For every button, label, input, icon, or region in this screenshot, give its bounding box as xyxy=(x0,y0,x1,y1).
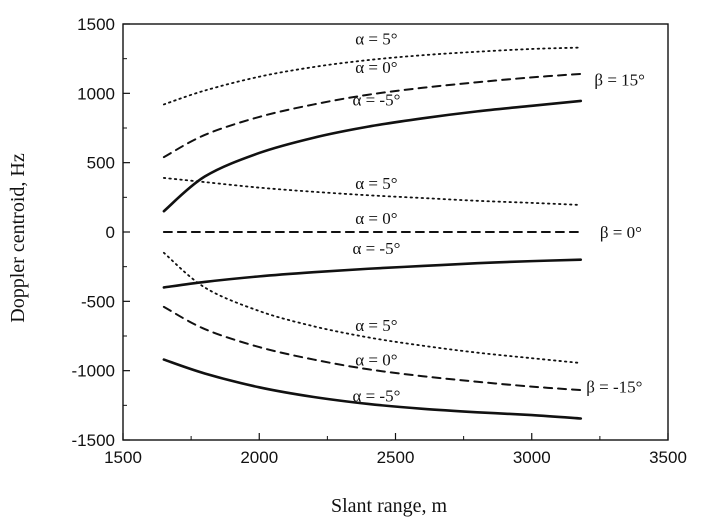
series-line-solid xyxy=(162,258,583,289)
curve-annotation: α = -5° xyxy=(352,387,400,406)
curve-annotation: α = 0° xyxy=(355,209,397,228)
curve-annotation: α = 0° xyxy=(355,351,397,370)
curve-annotation: β = -15° xyxy=(586,378,642,397)
x-tick-label: 1500 xyxy=(104,448,142,467)
x-tick-label: 3000 xyxy=(513,448,551,467)
y-tick-label: 1000 xyxy=(77,84,115,103)
x-tick-label: 2500 xyxy=(377,448,415,467)
curve-annotation: α = -5° xyxy=(352,91,400,110)
series-line-dashed xyxy=(162,72,582,159)
y-axis-title: Doppler centroid, Hz xyxy=(7,153,29,323)
y-tick-label: -1500 xyxy=(72,431,115,450)
series-line-dotted xyxy=(162,46,582,106)
x-tick-label: 2000 xyxy=(240,448,278,467)
curve-annotation: α = 5° xyxy=(355,30,397,49)
x-axis-title: Slant range, m xyxy=(331,495,448,517)
series-line-dotted xyxy=(162,251,582,364)
curve-annotation: β = 0° xyxy=(600,223,642,242)
y-tick-label: 500 xyxy=(87,154,115,173)
curve-annotation: α = -5° xyxy=(352,239,400,258)
series-line-dotted xyxy=(162,177,582,206)
y-tick-label: -500 xyxy=(81,292,115,311)
y-tick-label: 0 xyxy=(106,223,115,242)
curve-annotation: α = 5° xyxy=(355,316,397,335)
series-line-dashed xyxy=(162,305,582,392)
series-layer xyxy=(162,46,583,420)
series-line-solid xyxy=(162,358,583,420)
y-tick-label: 1500 xyxy=(77,15,115,34)
curve-annotation: α = 0° xyxy=(355,58,397,77)
annotation-layer: α = 5° α = 0° α = -5° β = 15° α = 5° α = 0° α … xyxy=(352,30,645,406)
curve-annotation: β = 15° xyxy=(594,70,645,89)
curve-annotation: α = 5° xyxy=(355,174,397,193)
y-tick-label: -1000 xyxy=(72,362,115,381)
series-line-solid xyxy=(162,99,583,213)
x-tick-label: 3500 xyxy=(649,448,687,467)
x-axis: 1500 2000 2500 3000 3500 xyxy=(104,433,687,467)
y-axis: -1500 -1000 -500 0 500 1000 1500 xyxy=(72,15,130,450)
